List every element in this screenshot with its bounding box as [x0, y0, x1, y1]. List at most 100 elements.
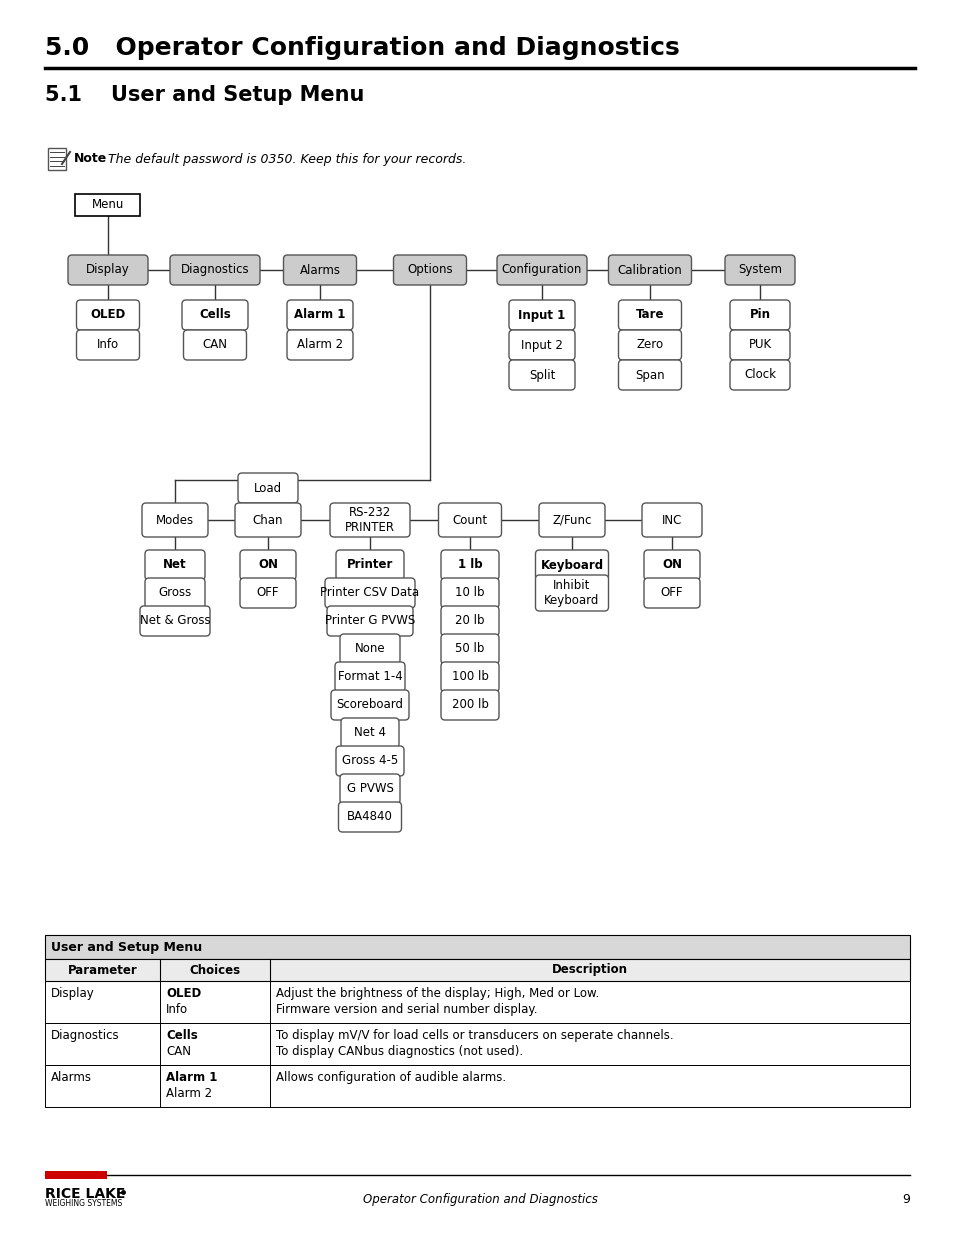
Text: Keyboard: Keyboard [539, 558, 603, 572]
Text: 9: 9 [902, 1193, 909, 1207]
FancyBboxPatch shape [535, 550, 608, 580]
Text: Format 1-4: Format 1-4 [337, 671, 402, 683]
FancyBboxPatch shape [393, 254, 466, 285]
Bar [45, 1023, 909, 1065]
Text: None: None [355, 642, 385, 656]
FancyBboxPatch shape [618, 300, 680, 330]
FancyBboxPatch shape [234, 503, 301, 537]
Text: Printer CSV Data: Printer CSV Data [320, 587, 419, 599]
Text: RS-232
PRINTER: RS-232 PRINTER [345, 506, 395, 534]
FancyBboxPatch shape [729, 330, 789, 359]
Text: Scoreboard: Scoreboard [336, 699, 403, 711]
Text: Gross: Gross [158, 587, 192, 599]
Text: Cells: Cells [199, 309, 231, 321]
FancyBboxPatch shape [335, 550, 403, 580]
Text: ON: ON [257, 558, 277, 572]
Text: Adjust the brightness of the display; High, Med or Low.: Adjust the brightness of the display; Hi… [275, 987, 598, 1000]
Text: Clock: Clock [743, 368, 775, 382]
FancyBboxPatch shape [68, 254, 148, 285]
FancyBboxPatch shape [440, 578, 498, 608]
FancyBboxPatch shape [325, 578, 415, 608]
Text: 5.1    User and Setup Menu: 5.1 User and Setup Menu [45, 85, 364, 105]
FancyBboxPatch shape [440, 690, 498, 720]
Text: Description: Description [552, 963, 627, 977]
Text: System: System [738, 263, 781, 277]
FancyBboxPatch shape [339, 774, 399, 804]
FancyBboxPatch shape [287, 300, 353, 330]
Text: OLED: OLED [91, 309, 126, 321]
FancyBboxPatch shape [538, 503, 604, 537]
Text: Operator Configuration and Diagnostics: Operator Configuration and Diagnostics [362, 1193, 597, 1207]
FancyBboxPatch shape [145, 550, 205, 580]
FancyBboxPatch shape [497, 254, 586, 285]
FancyBboxPatch shape [240, 550, 295, 580]
FancyBboxPatch shape [330, 503, 410, 537]
FancyBboxPatch shape [509, 330, 575, 359]
Text: Printer G PVWS: Printer G PVWS [325, 615, 415, 627]
Text: Allows configuration of audible alarms.: Allows configuration of audible alarms. [275, 1071, 506, 1084]
Text: Pin: Pin [749, 309, 770, 321]
FancyBboxPatch shape [535, 576, 608, 611]
Bar [45, 960, 909, 981]
Text: OFF: OFF [256, 587, 279, 599]
Text: Printer: Printer [347, 558, 393, 572]
Text: Tare: Tare [635, 309, 663, 321]
Text: G PVWS: G PVWS [346, 783, 393, 795]
Text: Alarm 2: Alarm 2 [166, 1087, 212, 1100]
FancyBboxPatch shape [76, 330, 139, 359]
Text: Options: Options [407, 263, 453, 277]
Text: Info: Info [97, 338, 119, 352]
Text: Z/Func: Z/Func [552, 514, 591, 526]
Text: Choices: Choices [190, 963, 240, 977]
Text: 1 lb: 1 lb [457, 558, 482, 572]
Text: OLED: OLED [166, 987, 201, 1000]
Text: Parameter: Parameter [68, 963, 137, 977]
FancyBboxPatch shape [641, 503, 701, 537]
Text: Split: Split [528, 368, 555, 382]
FancyBboxPatch shape [440, 550, 498, 580]
FancyBboxPatch shape [331, 690, 409, 720]
Text: The default password is 0350. Keep this for your records.: The default password is 0350. Keep this … [100, 152, 466, 165]
FancyBboxPatch shape [618, 359, 680, 390]
Text: 10 lb: 10 lb [455, 587, 484, 599]
FancyBboxPatch shape [440, 634, 498, 664]
FancyBboxPatch shape [724, 254, 794, 285]
FancyBboxPatch shape [509, 300, 575, 330]
FancyBboxPatch shape [618, 330, 680, 359]
FancyBboxPatch shape [335, 746, 403, 776]
FancyBboxPatch shape [339, 634, 399, 664]
Text: Count: Count [452, 514, 487, 526]
FancyBboxPatch shape [140, 606, 210, 636]
Text: Alarms: Alarms [51, 1071, 91, 1084]
Text: Diagnostics: Diagnostics [51, 1029, 119, 1042]
FancyBboxPatch shape [338, 802, 401, 832]
FancyBboxPatch shape [340, 718, 398, 748]
FancyBboxPatch shape [509, 359, 575, 390]
Text: Modes: Modes [155, 514, 193, 526]
Text: Note: Note [74, 152, 107, 165]
Text: Gross 4-5: Gross 4-5 [341, 755, 397, 767]
Text: Diagnostics: Diagnostics [180, 263, 249, 277]
Text: Configuration: Configuration [501, 263, 581, 277]
Text: OFF: OFF [660, 587, 682, 599]
FancyBboxPatch shape [440, 606, 498, 636]
Text: BA4840: BA4840 [347, 810, 393, 824]
Bar [45, 1171, 107, 1179]
Text: Load: Load [253, 482, 282, 494]
Text: Display: Display [86, 263, 130, 277]
Text: User and Setup Menu: User and Setup Menu [51, 941, 202, 953]
Text: 200 lb: 200 lb [451, 699, 488, 711]
Bar [48, 148, 66, 170]
Text: 5.0   Operator Configuration and Diagnostics: 5.0 Operator Configuration and Diagnosti… [45, 36, 679, 61]
Text: WEIGHING SYSTEMS: WEIGHING SYSTEMS [45, 1199, 122, 1208]
Text: 50 lb: 50 lb [455, 642, 484, 656]
FancyBboxPatch shape [729, 359, 789, 390]
Text: Zero: Zero [636, 338, 663, 352]
Text: Alarms: Alarms [299, 263, 340, 277]
Text: CAN: CAN [202, 338, 227, 352]
FancyBboxPatch shape [240, 578, 295, 608]
Text: Info: Info [166, 1003, 188, 1016]
Text: PUK: PUK [748, 338, 771, 352]
FancyBboxPatch shape [237, 473, 297, 503]
Text: Net 4: Net 4 [354, 726, 386, 740]
